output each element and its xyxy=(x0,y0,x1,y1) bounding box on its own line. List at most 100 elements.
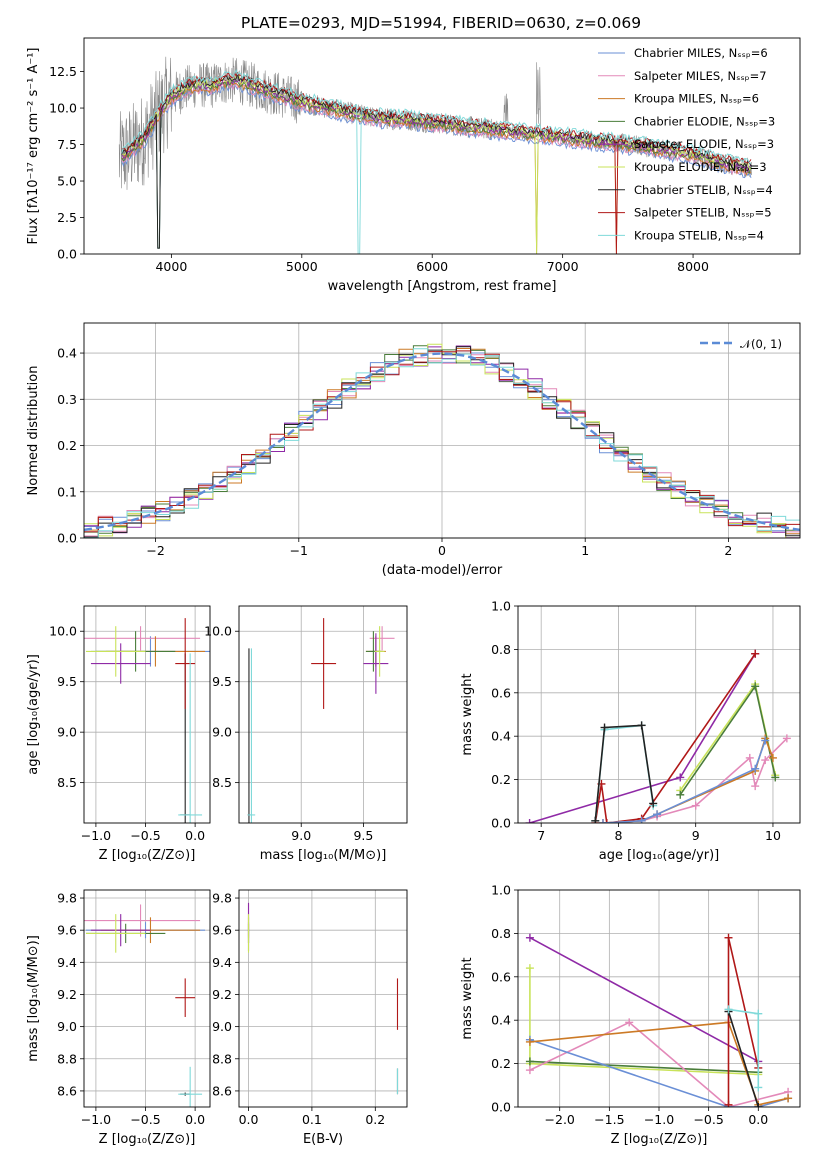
y-tick-label: 0.1 xyxy=(57,484,77,499)
series-line xyxy=(594,724,654,821)
panel-weight-vs-age: 7 8 9 10 0.0 0.2 0.4 0.6 0.8 1.0 age [log₁₀(age/yr… xyxy=(460,599,801,863)
normal-curve xyxy=(84,352,800,532)
y-tick-label: 10.0 xyxy=(49,101,77,116)
y-tick-label: 0.8 xyxy=(491,926,511,941)
spectrum-legend: Chabrier MILES, Nₛₛₚ=6 Salpeter MILES, Nₛ… xyxy=(598,46,775,242)
y-axis-label: mass [log₁₀(M/M⊙)] xyxy=(26,935,41,1062)
y-tick-label: 0.6 xyxy=(491,685,511,700)
x-tick-label: 7 xyxy=(537,828,545,843)
spectrum-model-line xyxy=(121,72,752,249)
legend-entry: Salpeter MILES, Nₛₛₚ=7 xyxy=(634,69,767,83)
x-tick-label: −1.0 xyxy=(81,1112,111,1127)
x-tick-label: −1.0 xyxy=(644,1112,674,1127)
spectrum-model-line xyxy=(121,69,752,254)
histogram-step xyxy=(84,350,800,533)
x-tick-label: −2.0 xyxy=(545,1112,575,1127)
x-tick-label: −1.0 xyxy=(81,828,111,843)
series-line xyxy=(529,1060,759,1074)
y-tick-label: 0.0 xyxy=(57,247,77,262)
series-line xyxy=(529,1021,789,1106)
x-tick-label: 8000 xyxy=(677,259,709,274)
panel-residuals: −2 −1 0 1 2 0.0 0.1 0.2 0.3 0.4 (data-model)/error… xyxy=(26,322,801,578)
series-line xyxy=(602,740,766,823)
x-tick-label: 9.5 xyxy=(353,828,373,843)
panel-spectrum: 4000 5000 6000 7000 8000 0.0 2.5 5.0 7.5 10.0 12.5… xyxy=(26,37,801,294)
series-line xyxy=(727,1011,760,1107)
legend-entry: Chabrier STELIB, Nₛₛₚ=4 xyxy=(634,183,773,197)
y-tick-label: 1.0 xyxy=(491,883,511,898)
x-axis-label: age [log₁₀(age/yr)] xyxy=(599,848,720,863)
figure-title: PLATE=0293, MJD=51994, FIBERID=0630, z=0… xyxy=(241,14,641,32)
y-tick-label: 9.0 xyxy=(212,725,232,740)
y-tick-label: 0.2 xyxy=(57,438,77,453)
plot-area xyxy=(84,618,210,823)
y-tick-label: 0.2 xyxy=(491,772,511,787)
y-tick-label: 2.5 xyxy=(57,210,77,225)
y-tick-label: 9.6 xyxy=(57,923,77,938)
plot-area xyxy=(118,56,752,254)
legend-entry: Chabrier MILES, Nₛₛₚ=6 xyxy=(634,46,768,60)
axes-frame xyxy=(238,889,408,1108)
panel-mass-vs-Z: −1.0 −0.5 0.0 8.6 8.8 9.0 9.2 9.4 9.6 9.8 Z [log₁₀… xyxy=(26,889,211,1147)
legend-entry: Salpeter ELODIE, Nₛₛₚ=3 xyxy=(634,137,774,151)
x-tick-label: 7000 xyxy=(547,259,579,274)
x-tick-label: 9.0 xyxy=(291,828,311,843)
y-tick-label: 0.4 xyxy=(491,729,511,744)
y-tick-label: 9.0 xyxy=(57,725,77,740)
x-tick-label: 6000 xyxy=(416,259,448,274)
y-tick-label: 0.0 xyxy=(491,1100,511,1115)
y-tick-label: 0.3 xyxy=(57,392,77,407)
axes-frame xyxy=(83,322,801,539)
plot-area xyxy=(247,618,395,823)
panel-age-vs-mass: 9.0 9.5 8.5 9.0 9.5 10.0 mass [log₁₀(M/M⊙)] xyxy=(204,605,408,863)
y-tick-label: 9.8 xyxy=(57,891,77,906)
y-tick-label: 9.2 xyxy=(212,987,232,1002)
y-tick-label: 9.6 xyxy=(212,923,232,938)
y-tick-label: 0.6 xyxy=(491,969,511,984)
y-tick-label: 8.5 xyxy=(57,775,77,790)
y-tick-label: 9.5 xyxy=(57,674,77,689)
series-line xyxy=(529,968,759,1076)
x-tick-label: 5000 xyxy=(286,259,318,274)
y-tick-label: 0.8 xyxy=(491,642,511,657)
x-tick-label: 0.0 xyxy=(185,828,205,843)
y-axis-label: Normed distribution xyxy=(26,366,41,496)
y-tick-label: 0.0 xyxy=(57,531,77,546)
series-line xyxy=(594,653,756,823)
legend-entry: Kroupa ELODIE, Nₛₛₚ=3 xyxy=(634,160,767,174)
x-tick-label: 1 xyxy=(581,543,589,558)
x-tick-label: 8 xyxy=(614,828,622,843)
y-tick-label: 9.4 xyxy=(212,955,232,970)
plot-area xyxy=(525,649,791,823)
x-tick-label: 2 xyxy=(724,543,732,558)
series-line xyxy=(529,936,759,1063)
y-tick-label: 10.0 xyxy=(204,624,232,639)
y-tick-label: 9.2 xyxy=(57,987,77,1002)
y-axis-label: age [log₁₀(age/yr)] xyxy=(26,654,41,775)
legend-entry: Kroupa STELIB, Nₛₛₚ=4 xyxy=(634,228,764,242)
y-tick-label: 9.8 xyxy=(212,891,232,906)
legend-entry: Kroupa MILES, Nₛₛₚ=6 xyxy=(634,92,759,106)
series-line xyxy=(529,653,756,823)
axes-frame xyxy=(83,37,801,255)
panel-mass-vs-ebv: 0.0 0.1 0.2 8.6 8.8 9.0 9.2 9.4 9.6 9.8 E(B-V) xyxy=(212,889,408,1147)
x-axis-label: wavelength [Angstrom, rest frame] xyxy=(328,279,557,294)
axes-frame xyxy=(238,605,408,824)
panel-age-vs-Z: −1.0 −0.5 0.0 8.5 9.0 9.5 10.0 Z [log₁₀(Z/Z⊙)] a… xyxy=(26,605,211,863)
axes-frame xyxy=(517,605,801,824)
y-tick-label: 0.4 xyxy=(57,346,77,361)
plot-area xyxy=(525,933,793,1107)
y-tick-label: 1.0 xyxy=(491,599,511,614)
series-line xyxy=(727,937,760,1105)
legend-entry: 𝒩(0, 1) xyxy=(740,337,782,351)
y-tick-label: 8.5 xyxy=(212,775,232,790)
y-tick-label: 12.5 xyxy=(49,64,77,79)
x-axis-label: Z [log₁₀(Z/Z⊙)] xyxy=(99,848,196,863)
spectrum-model-line xyxy=(121,79,752,249)
plot-area xyxy=(84,904,206,1107)
y-tick-label: 9.4 xyxy=(57,955,77,970)
x-axis-label: Z [log₁₀(Z/Z⊙)] xyxy=(99,1132,196,1147)
y-tick-label: 0.2 xyxy=(491,1056,511,1071)
x-tick-label: 9 xyxy=(692,828,700,843)
